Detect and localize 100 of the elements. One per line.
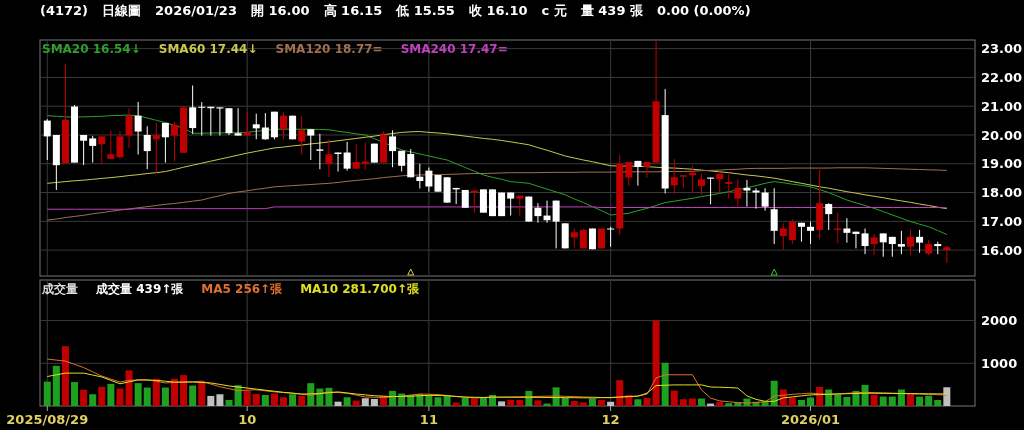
y-tick-label: 16.00 — [981, 242, 1023, 258]
bar — [797, 399, 805, 406]
candlestick — [425, 167, 433, 193]
bar — [134, 383, 142, 406]
candlestick — [916, 229, 924, 254]
candlestick — [243, 111, 251, 137]
annotation: 成交量 439↑張 — [95, 282, 185, 296]
bar — [280, 397, 288, 406]
bar — [298, 395, 306, 406]
y-tick-label: 23.00 — [981, 41, 1023, 57]
bar — [98, 386, 106, 406]
bar — [834, 394, 842, 406]
candlestick — [625, 161, 633, 187]
bar — [43, 381, 51, 406]
bar — [343, 397, 351, 406]
bar — [289, 394, 297, 406]
bar — [116, 388, 124, 406]
candlestick — [879, 232, 887, 258]
bar — [507, 399, 515, 406]
bar — [716, 401, 724, 406]
candlestick — [116, 130, 124, 160]
candlestick — [570, 228, 578, 249]
candlestick — [352, 143, 360, 170]
candlestick — [307, 128, 315, 161]
candlestick — [143, 125, 151, 170]
text: 收 16.10 — [468, 3, 528, 18]
bar — [688, 398, 696, 406]
bar — [534, 400, 542, 406]
bar — [879, 396, 887, 406]
chart-title: (4172) — [40, 3, 89, 18]
candlestick — [634, 160, 642, 187]
bar — [434, 397, 442, 406]
candlestick — [89, 135, 97, 164]
bar — [916, 396, 924, 406]
candlestick — [761, 187, 769, 212]
candlestick — [198, 101, 206, 137]
text: SMA120 18.77= — [275, 42, 383, 56]
bar — [679, 399, 687, 406]
bar — [71, 382, 79, 406]
candlestick — [343, 141, 351, 172]
bar — [425, 394, 433, 406]
bar — [943, 387, 951, 406]
line-series — [46, 372, 948, 402]
text: 量 439 張 — [579, 3, 644, 18]
bar — [661, 362, 669, 406]
y-tick-label: 1000 — [981, 355, 1018, 371]
bar — [152, 378, 160, 406]
bar — [925, 395, 933, 406]
bar — [843, 396, 851, 406]
text: 日線圖 — [102, 3, 142, 18]
line-series — [46, 114, 948, 236]
candlestick — [361, 141, 369, 171]
bar — [698, 398, 705, 406]
x-tick-label: 10 — [238, 412, 257, 427]
candlestick — [825, 202, 833, 231]
bar — [180, 375, 188, 406]
text: 高 16.15 — [323, 3, 383, 18]
candlestick — [80, 134, 88, 166]
bar — [498, 401, 506, 406]
text: MA5 256↑張 — [201, 282, 284, 296]
y-tick-label: 22.00 — [981, 69, 1023, 85]
bar — [243, 390, 251, 406]
bar — [370, 398, 378, 406]
bar — [670, 390, 678, 406]
bar — [261, 394, 269, 406]
bar — [570, 400, 578, 406]
candlestick — [234, 107, 242, 137]
bar — [616, 380, 624, 406]
bar — [461, 397, 469, 406]
candlestick — [152, 122, 160, 174]
candlestick — [280, 112, 288, 140]
candlestick — [261, 112, 269, 141]
bar — [334, 401, 342, 406]
candlestick — [779, 222, 787, 251]
candlestick — [479, 188, 487, 214]
bar — [470, 398, 478, 406]
bar — [897, 389, 905, 406]
bar — [216, 394, 224, 406]
line-series — [46, 131, 948, 210]
x-tick-label: 11 — [419, 412, 438, 427]
text: SMA60 17.44↓ — [158, 42, 258, 56]
bar — [588, 398, 596, 406]
candlestick — [843, 217, 851, 244]
candlestick — [788, 218, 796, 245]
candlestick — [607, 226, 615, 248]
y-tick-label: 2000 — [981, 313, 1018, 329]
candlestick — [161, 122, 169, 164]
candlestick — [906, 229, 914, 256]
x-tick-label: 2025/08/29 — [6, 412, 89, 427]
bar — [561, 397, 569, 406]
chart-title: 成交量 — [41, 282, 78, 296]
candlestick — [807, 221, 815, 245]
y-tick-label: 17.00 — [981, 213, 1023, 229]
text: 開 16.00 — [250, 3, 310, 18]
bar — [443, 395, 451, 406]
bar — [80, 389, 88, 406]
y-tick-label: 21.00 — [981, 98, 1023, 114]
bar — [361, 398, 369, 406]
bar — [516, 399, 524, 406]
candlestick — [725, 173, 733, 199]
